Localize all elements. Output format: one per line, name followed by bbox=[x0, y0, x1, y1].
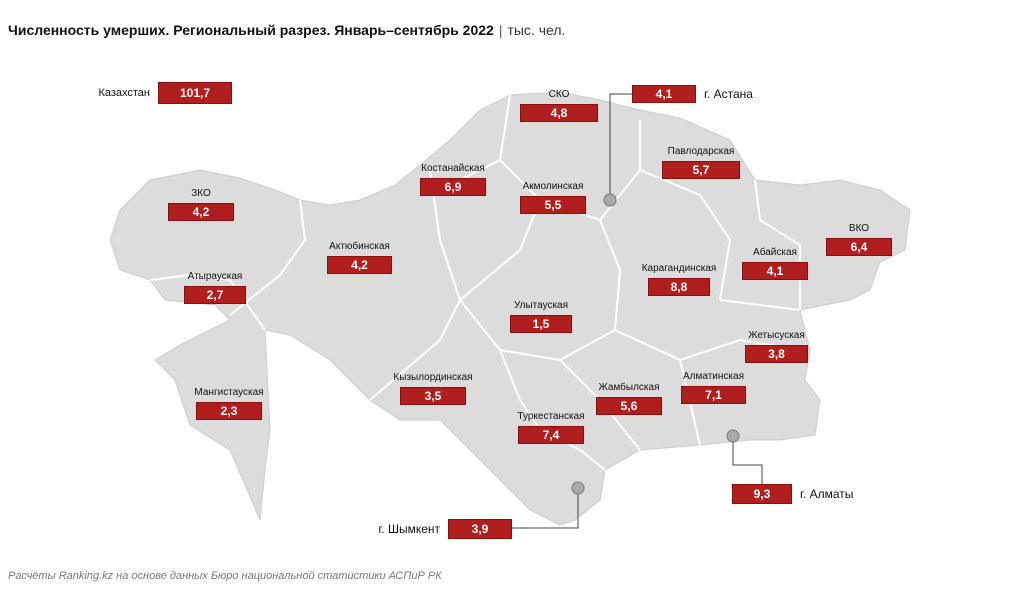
title: Численность умерших. Региональный разрез… bbox=[8, 22, 565, 38]
region-value: 5,6 bbox=[596, 397, 662, 415]
region-name: Акмолинская bbox=[522, 181, 584, 192]
region-name: Кызылординская bbox=[393, 372, 473, 383]
title-text: Численность умерших. Региональный разрез… bbox=[8, 22, 494, 38]
region-value: 5,7 bbox=[662, 161, 740, 179]
region-name: СКО bbox=[548, 89, 570, 100]
region-name: Актюбинская bbox=[329, 241, 390, 252]
unit: тыс. чел. bbox=[507, 22, 566, 38]
region-value: 4,1 bbox=[632, 85, 696, 103]
source: Расчёты Ranking.kz на основе данных Бюро… bbox=[8, 570, 442, 582]
region-value: 4,8 bbox=[520, 104, 598, 122]
region-value: 7,1 bbox=[681, 386, 746, 404]
city-dots bbox=[571, 193, 740, 495]
region-name: Туркестанская bbox=[517, 411, 585, 422]
region-value: 4,1 bbox=[742, 262, 808, 280]
region-value: 5,5 bbox=[520, 196, 586, 214]
region-name: Мангистауская bbox=[194, 387, 264, 398]
region-value: 6,9 bbox=[420, 178, 486, 196]
region-value: 3,9 bbox=[448, 519, 512, 539]
region-name: Алматинская bbox=[683, 371, 744, 382]
total-value: 101,7 bbox=[158, 82, 232, 104]
country-shape bbox=[109, 91, 911, 526]
region-name: Улытауская bbox=[513, 300, 569, 311]
region-value: 4,2 bbox=[327, 256, 392, 274]
region-name: Атырауская bbox=[187, 271, 243, 282]
region-borders bbox=[149, 94, 801, 471]
region-name: Жетысуская bbox=[748, 330, 805, 341]
region-value: 2,7 bbox=[184, 286, 246, 304]
region-value: 4,2 bbox=[168, 203, 234, 221]
region-name: Костанайская bbox=[421, 163, 485, 174]
region-name: г. Алматы bbox=[800, 487, 854, 501]
region-name: г. Астана bbox=[704, 87, 753, 101]
connectors bbox=[512, 93, 763, 529]
separator: | bbox=[498, 22, 503, 38]
region-value: 2,3 bbox=[196, 402, 262, 420]
region-value: 3,8 bbox=[745, 345, 808, 363]
region-name: Карагандинская bbox=[641, 263, 717, 274]
total-name: Казахстан bbox=[98, 87, 150, 99]
region-name: Павлодарская bbox=[667, 146, 735, 157]
region-name: ЗКО bbox=[191, 188, 211, 199]
region-value: 8,8 bbox=[648, 278, 710, 296]
region-name: Жамбылская bbox=[598, 382, 660, 393]
region-value: 9,3 bbox=[732, 484, 792, 504]
region-value: 7,4 bbox=[518, 426, 584, 444]
region-name: г. Шымкент bbox=[378, 522, 440, 536]
region-value: 6,4 bbox=[826, 238, 892, 256]
region-name: Абайская bbox=[753, 247, 797, 258]
region-value: 1,5 bbox=[510, 315, 572, 333]
region-name: ВКО bbox=[848, 223, 870, 234]
region-value: 3,5 bbox=[400, 387, 466, 405]
